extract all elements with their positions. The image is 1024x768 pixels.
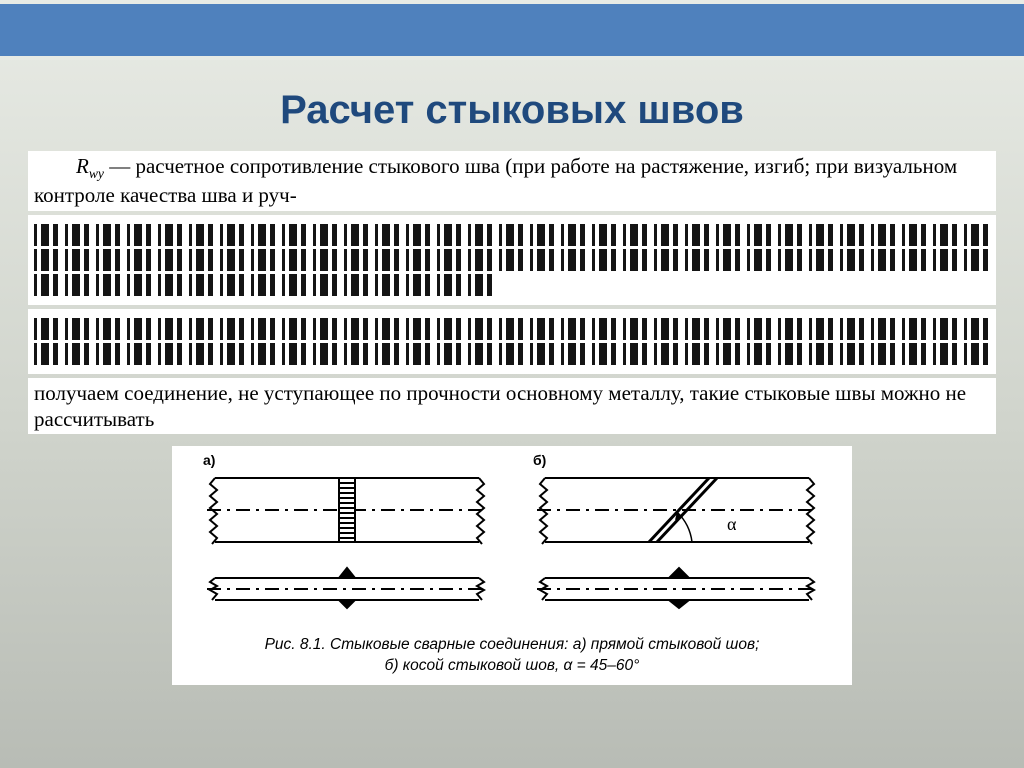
definition-text-2: получаем соединение, не уступающее по пр… (34, 381, 966, 431)
corrupted-text-region-2 (28, 309, 996, 374)
header-bar (0, 0, 1024, 60)
slide-title: Расчет стыковых швов (0, 88, 1024, 133)
alpha-label: α (727, 514, 737, 534)
diagram-b-oblique-weld: б) α (527, 450, 827, 625)
figure-8-1: а) (172, 446, 852, 685)
diagram-a-label: а) (203, 452, 215, 468)
caption-line-1: Рис. 8.1. Стыковые сварные соединения: а… (265, 636, 760, 653)
figure-caption: Рис. 8.1. Стыковые сварные соединения: а… (180, 635, 844, 677)
definition-block-1: Rwy — расчетное сопротивление стыкового … (28, 151, 996, 211)
definition-block-2: получаем соединение, не уступающее по пр… (28, 378, 996, 435)
diagram-b-label: б) (533, 452, 546, 468)
caption-line-2: б) косой стыковой шов, α = 45–60° (385, 657, 640, 674)
definition-text-1: — расчетное сопротивление стыкового шва … (34, 154, 957, 207)
symbol-rwy: Rwy (76, 154, 104, 178)
diagram-a-straight-weld: а) (197, 450, 497, 625)
diagram-a-svg (197, 450, 497, 620)
diagram-b-svg: α (527, 450, 827, 620)
corrupted-text-region-1 (28, 215, 996, 305)
